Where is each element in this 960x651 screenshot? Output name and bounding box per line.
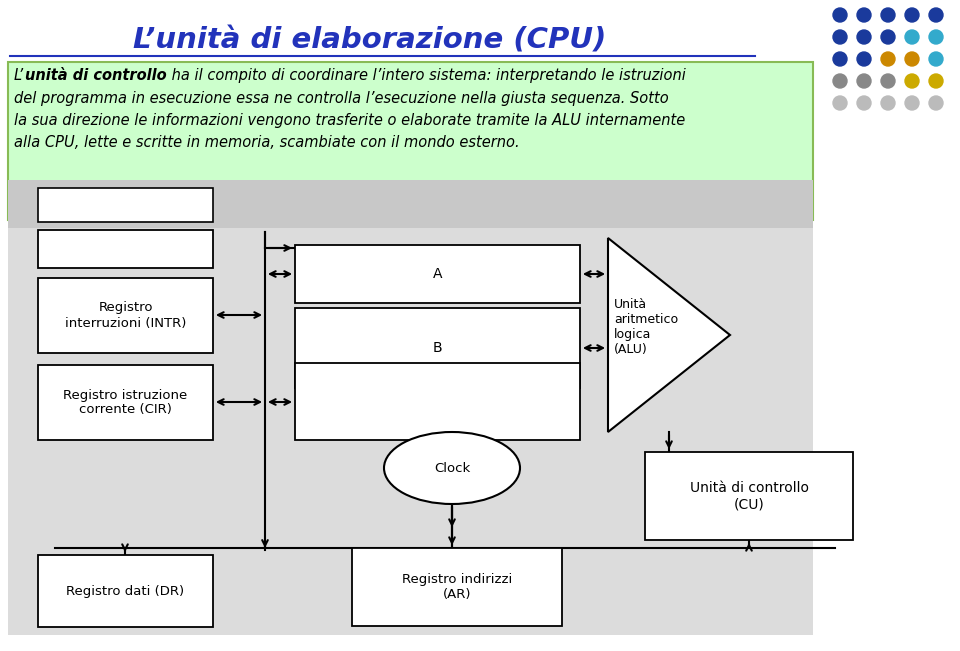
Circle shape [833,74,847,88]
Text: alla CPU, lette e scritte in memoria, scambiate con il mondo esterno.: alla CPU, lette e scritte in memoria, sc… [14,135,519,150]
Circle shape [929,74,943,88]
Circle shape [833,52,847,66]
Polygon shape [608,238,730,432]
Bar [38,188,213,222]
Bar [295,245,580,303]
Circle shape [881,30,895,44]
Text: L’: L’ [14,68,24,83]
Circle shape [857,96,871,110]
Bar [295,363,580,440]
Circle shape [929,52,943,66]
Text: Registro indirizzi
(AR): Registro indirizzi (AR) [402,573,512,601]
Text: Unità
aritmetico
logica
(ALU): Unità aritmetico logica (ALU) [614,298,678,356]
Circle shape [833,96,847,110]
Circle shape [881,74,895,88]
Text: ha il compito di coordinare l’intero sistema: interpretando le istruzioni: ha il compito di coordinare l’intero sis… [167,68,685,83]
Circle shape [833,30,847,44]
Circle shape [905,8,919,22]
Text: Registro istruzione
corrente (CIR): Registro istruzione corrente (CIR) [63,389,187,417]
Text: del programma in esecuzione essa ne controlla l’esecuzione nella giusta sequenza: del programma in esecuzione essa ne cont… [14,91,669,106]
Bar [352,548,562,626]
Bar [8,62,813,220]
Ellipse shape [384,432,520,504]
Circle shape [881,52,895,66]
Text: Registro
interruzioni (INTR): Registro interruzioni (INTR) [65,301,186,329]
Bar [8,180,813,228]
Bar [38,365,213,440]
Circle shape [857,74,871,88]
Circle shape [929,96,943,110]
Circle shape [905,52,919,66]
Bar [38,278,213,353]
Bar [295,308,580,388]
Text: A: A [433,267,443,281]
Circle shape [881,96,895,110]
Text: la sua direzione le informazioni vengono trasferite o elaborate tramite la ALU i: la sua direzione le informazioni vengono… [14,113,685,128]
Bar [38,555,213,627]
Circle shape [857,52,871,66]
Text: Registro dati (DR): Registro dati (DR) [66,585,184,598]
Circle shape [881,8,895,22]
Circle shape [929,8,943,22]
Text: L’unità di elaborazione (CPU): L’unità di elaborazione (CPU) [133,26,607,54]
Bar [645,452,853,540]
Circle shape [929,30,943,44]
Circle shape [857,8,871,22]
Circle shape [905,30,919,44]
Text: B: B [433,341,443,355]
Bar [8,228,813,635]
Circle shape [857,30,871,44]
Circle shape [833,8,847,22]
Text: unità di controllo: unità di controllo [25,68,167,83]
Bar [38,230,213,268]
Text: Clock: Clock [434,462,470,475]
Text: Unità di controllo
(CU): Unità di controllo (CU) [689,481,808,511]
Circle shape [905,96,919,110]
Circle shape [905,74,919,88]
